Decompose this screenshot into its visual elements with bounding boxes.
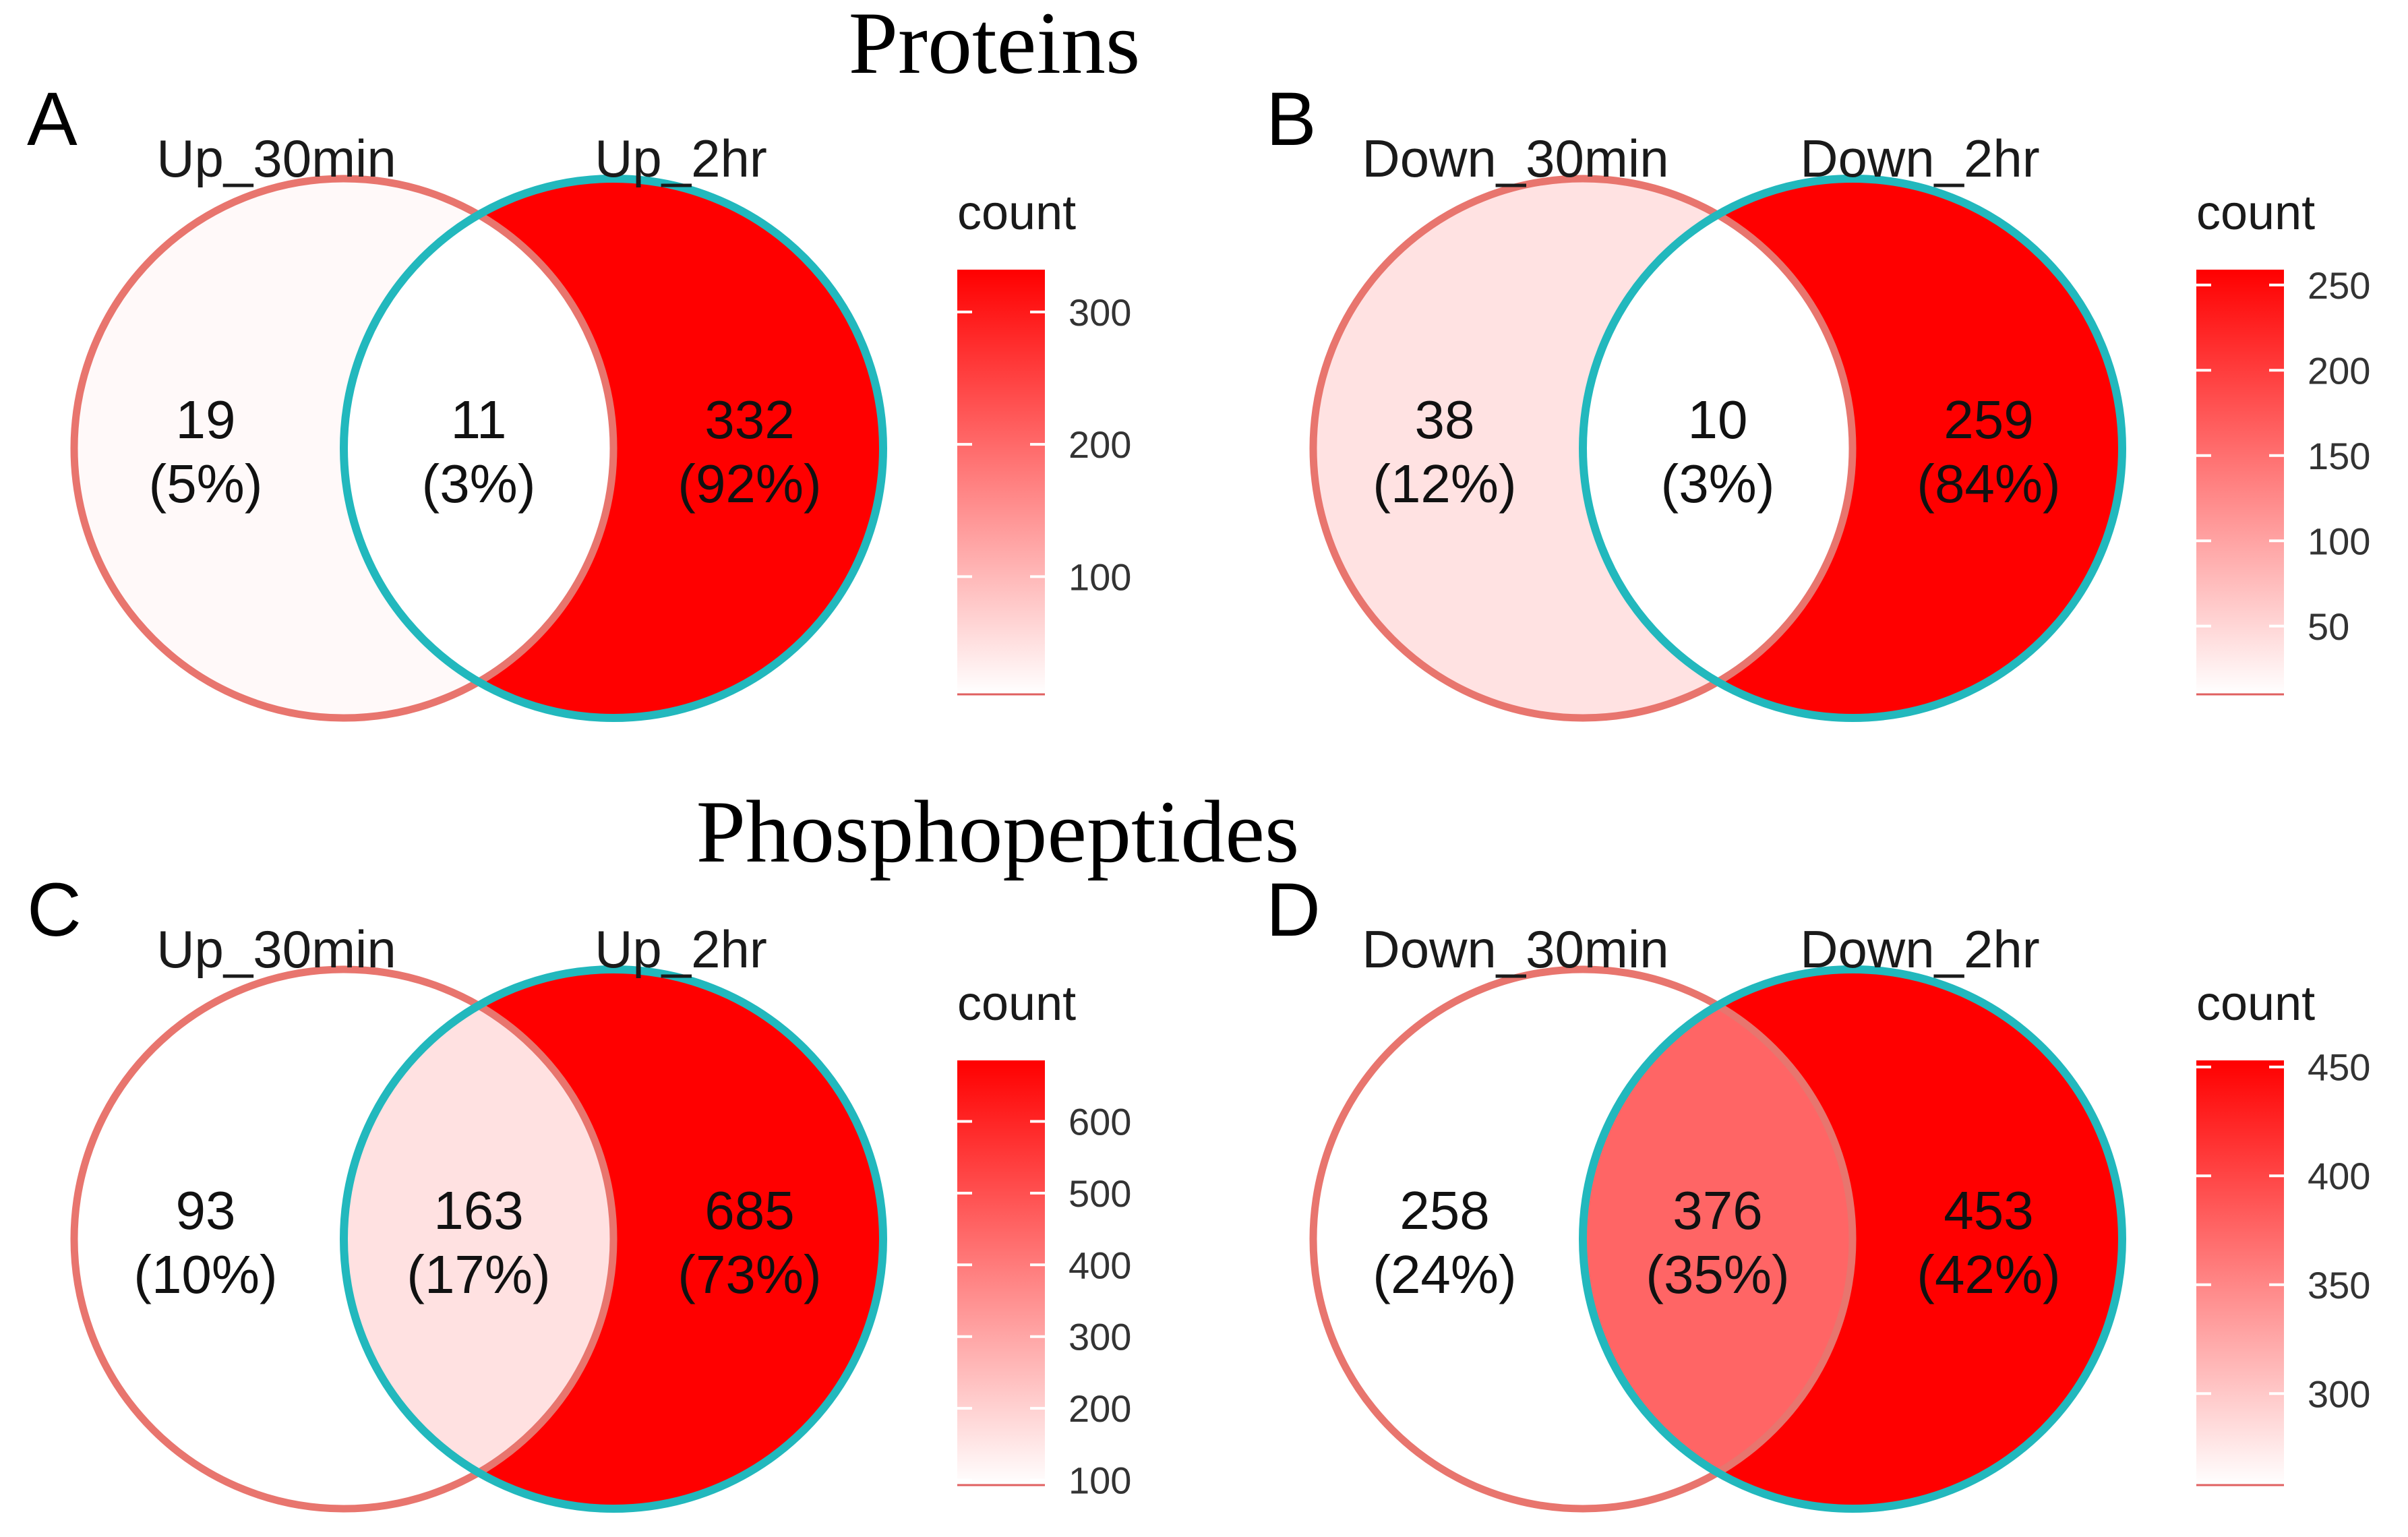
set2-label: Up_2hr [595,920,767,979]
panel-letter: A [27,77,78,161]
region-percent-only-set1: (5%) [149,454,263,514]
section-title-phosphopeptides: Phosphopeptides [696,782,1300,881]
legend-tick-label: 100 [2308,520,2370,562]
set1-label: Down_30min [1362,920,1668,979]
panel-letter: C [27,868,82,952]
legend-tick-label: 50 [2308,605,2349,648]
set2-label: Up_2hr [595,129,767,188]
region-percent-overlap: (3%) [422,454,536,514]
region-percent-only-set1: (24%) [1373,1244,1516,1304]
region-count-only-set1: 258 [1399,1180,1489,1240]
set1-outline [70,965,618,1513]
set1-label: Up_30min [156,920,396,979]
legend-tick-label: 100 [1068,555,1131,598]
region-percent-only-set2: (73%) [678,1244,821,1304]
region-count-overlap: 10 [1688,390,1748,450]
region-count-only-set1: 19 [176,390,236,450]
venn-panel-b: B Down_30min Down_2hr 38(12%) 10(3%) 259(84%)… [1266,77,2370,722]
region-count-only-set1: 93 [176,1180,236,1240]
section-title-proteins: Proteins [849,0,1141,92]
set2-label: Down_2hr [1800,920,2040,979]
legend-title: count [957,186,1076,240]
legend-tick-label: 200 [1068,423,1131,466]
legend-tick-label: 200 [2308,349,2370,392]
set2-label: Down_2hr [1800,129,2040,188]
legend-colorbar [2196,270,2284,694]
legend-tick-label: 500 [1068,1172,1131,1215]
venn-panels: A Up_30min Up_2hr19(5%)11(3%)332(92%)count… [27,77,2370,1513]
legend-tick-label: 400 [2308,1155,2370,1197]
region-percent-overlap: (3%) [1661,454,1775,514]
region-count-only-set2: 685 [704,1180,794,1240]
region-count-only-set2: 453 [1944,1180,2033,1240]
set2-outline [1579,175,2126,722]
region-count-only-set2: 259 [1944,390,2033,450]
legend-colorbar [957,1060,1045,1485]
legend-tick-label: 300 [1068,1316,1131,1358]
legend-tick-label: 100 [1068,1459,1131,1502]
legend-tick-label: 450 [2308,1046,2370,1089]
region-count-only-set1: 38 [1415,390,1475,450]
set1-outline [1309,175,1857,722]
set1-label: Down_30min [1362,129,1668,188]
set2-outline [1579,965,2126,1513]
region-percent-only-set1: (10%) [133,1244,277,1304]
region-percent-only-set2: (42%) [1917,1244,2060,1304]
legend-tick-label: 400 [1068,1244,1131,1286]
region-percent-only-set2: (92%) [678,454,821,514]
legend-title: count [2196,977,2315,1031]
legend-tick-label: 600 [1068,1100,1131,1143]
venn-panel-a: A Up_30min Up_2hr 19(5%) 11(3%) 332(92%) count… [27,77,1131,722]
legend-tick-label: 350 [2308,1264,2370,1306]
region-percent-overlap: (35%) [1646,1244,1789,1304]
set2-outline [340,965,887,1513]
legend-colorbar [957,270,1045,694]
region-count-overlap: 11 [450,390,506,450]
legend-tick-label: 300 [1068,291,1131,334]
venn-panel-d: D Down_30min Down_2hr 258(24%) 376(35%) 453(4… [1266,868,2370,1513]
set1-outline [70,175,618,722]
region-percent-overlap: (17%) [407,1244,550,1304]
legend-title: count [2196,186,2315,240]
region-count-overlap: 376 [1673,1180,1762,1240]
set2-outline [340,175,887,722]
legend-tick-label: 150 [2308,435,2370,477]
region-count-overlap: 163 [433,1180,523,1240]
legend-title: count [957,977,1076,1031]
region-percent-only-set2: (84%) [1917,454,2060,514]
legend-tick-label: 200 [1068,1387,1131,1430]
legend-tick-label: 300 [2308,1373,2370,1415]
panel-letter: B [1266,77,1317,161]
region-count-only-set2: 332 [704,390,794,450]
legend-colorbar [2196,1060,2284,1485]
legend-tick-label: 250 [2308,264,2370,307]
set1-label: Up_30min [156,129,396,188]
panel-letter: D [1266,868,1321,952]
region-percent-only-set1: (12%) [1373,454,1516,514]
set1-outline [1309,965,1857,1513]
venn-panel-c: C Up_30min Up_2hr 93(10%) 163(17%) 685(73%) co… [27,868,1131,1513]
